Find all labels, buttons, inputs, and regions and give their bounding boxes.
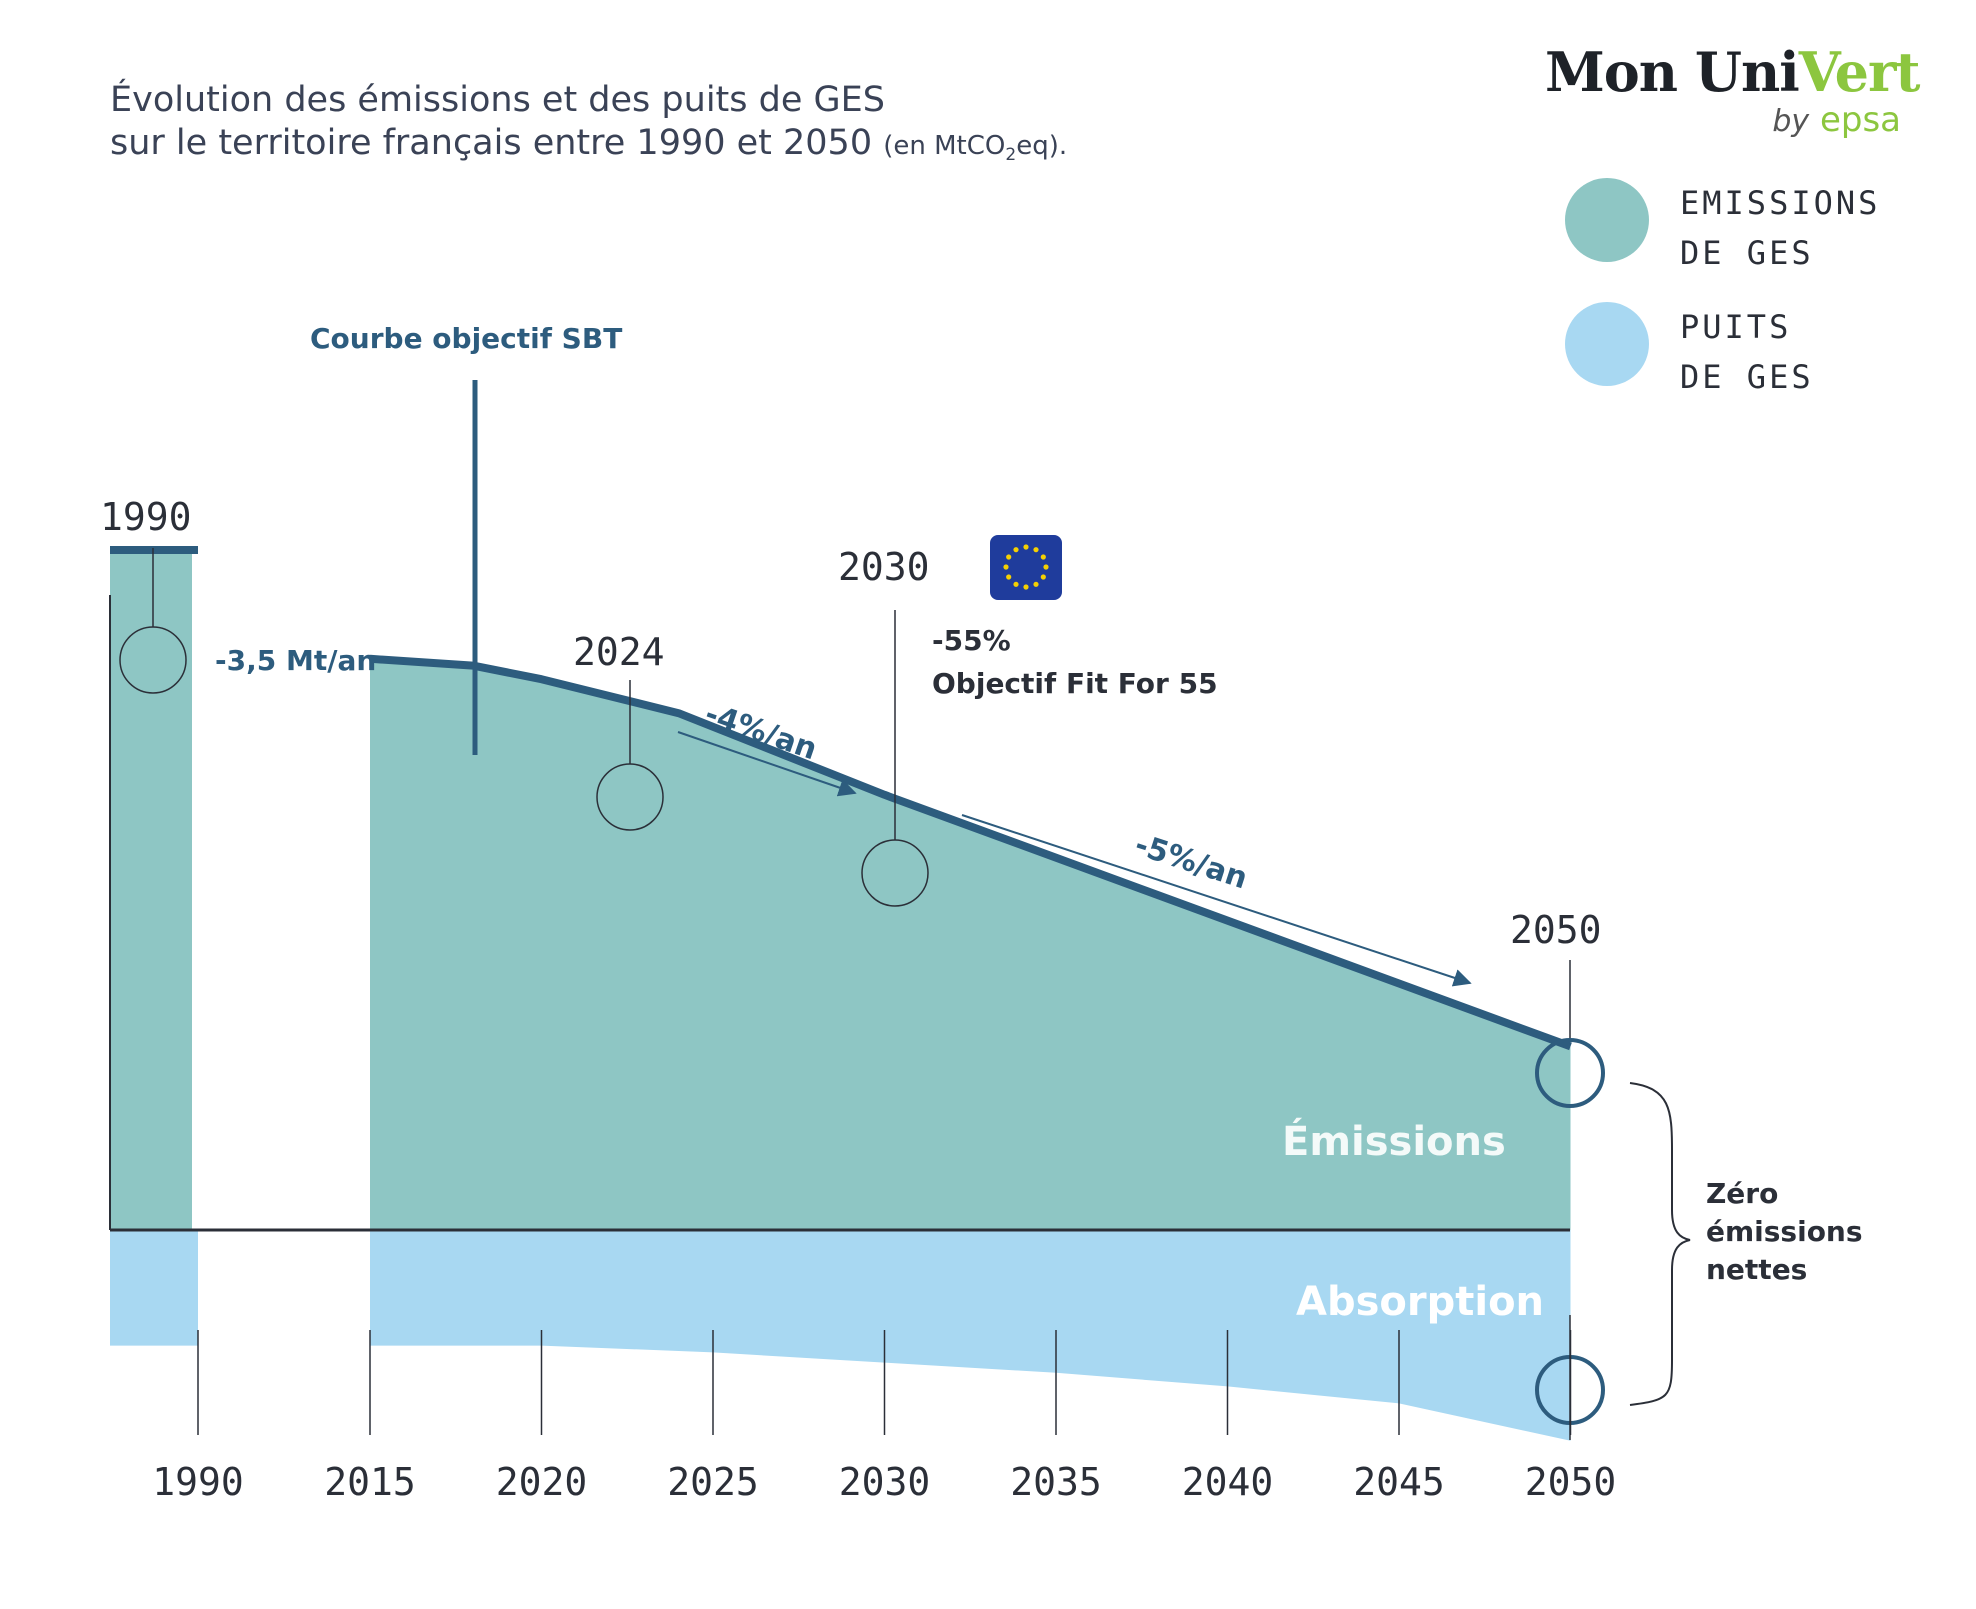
brand-name: Mon UniVert [1545,40,1921,104]
eu-star [1023,544,1029,550]
marker-1990-label: 1990 [100,495,192,539]
marker-2024-label: 2024 [573,630,665,674]
eu-flag-background [990,535,1062,600]
brand-name-green: Vert [1798,40,1921,104]
eu-star [1040,554,1046,560]
eu-flag-icon [990,535,1062,600]
legend-sinks-line2: DE GES [1680,358,1814,396]
marker-2050-emissions-circle [1535,1038,1605,1108]
x-tick-label-2040: 2040 [1182,1460,1274,1504]
net-zero-brace [1629,1082,1691,1406]
brand-by: by [1772,104,1810,139]
chart-title-line-1: Évolution des émissions et des puits de … [110,80,885,120]
x-axis-ticks: 1990 2015 2020 2025 2030 2035 2040 2045 2050 [152,1330,1616,1504]
marker-2024-circle [596,763,664,831]
marker-1990-circle [119,626,187,694]
unit-open: (en MtCO [883,131,1006,161]
net-zero-line1: Zéro [1706,1177,1778,1210]
brand-epsa: epsa [1819,100,1901,140]
chart-title-unit: (en MtCO2eq). [883,131,1068,165]
eu-star [1006,554,1012,560]
x-tick-label-2030: 2030 [839,1460,931,1504]
marker-1990: 1990 [100,495,192,694]
absorption-area-label: Absorption [1296,1279,1544,1325]
eu-star [1033,581,1039,587]
net-zero-line3: nettes [1706,1253,1807,1286]
legend-emissions-line1: EMISSIONS [1680,184,1881,222]
eu-flag-stars [1003,544,1049,590]
marker-2030-label: 2030 [838,545,930,589]
x-tick-label-2020: 2020 [496,1460,588,1504]
eu-star [1003,564,1009,570]
eu-star [1043,564,1049,570]
sbt-curve [369,654,1572,1051]
emissions-area [370,658,1571,1230]
brand-name-dark: Mon Uni [1545,40,1800,104]
arrow-rate-2024-2030 [677,731,857,797]
eu-star [1033,547,1039,553]
target-2030-pct: -55% [932,624,1011,657]
legend-swatch-emissions [1565,178,1649,262]
eu-star [1006,574,1012,580]
x-tick-label-2025: 2025 [667,1460,759,1504]
unit-subscript: 2 [1005,145,1017,166]
sinks-area [370,1230,1571,1441]
emissions-bar-1990 [110,550,192,1230]
legend-label-emissions: EMISSIONS DE GES [1680,178,1880,278]
sinks-bar-1990 [110,1230,198,1346]
chart-title-line-2: sur le territoire français entre 1990 et… [110,123,1067,165]
emissions-area-label: Émissions [1282,1117,1506,1165]
x-tick-label-2015: 2015 [324,1460,416,1504]
eu-star [1040,574,1046,580]
legend-swatch-sinks [1565,302,1649,386]
sbt-curve-label: Courbe objectif SBT [310,322,622,355]
x-tick-label-1990: 1990 [152,1460,244,1504]
marker-2030: 2030 [838,545,930,907]
eu-star [1013,581,1019,587]
x-tick-label-2050: 2050 [1525,1460,1617,1504]
eu-star [1013,547,1019,553]
marker-2024: 2024 [573,630,665,831]
net-zero-line2: émissions [1706,1215,1863,1248]
brand-subline: by epsa [1772,100,1901,140]
arrow-rate-2030-2050 [961,814,1472,987]
x-tick-label-2035: 2035 [1010,1460,1102,1504]
chart-title-text: sur le territoire français entre 1990 et… [110,123,873,163]
eu-star [1023,584,1029,590]
target-2030-label: Objectif Fit For 55 [932,667,1218,700]
unit-close: eq). [1016,131,1068,161]
x-tick-label-2045: 2045 [1353,1460,1445,1504]
rate-1990-label: -3,5 Mt/an [215,644,376,677]
marker-2050-label: 2050 [1510,908,1602,952]
marker-2030-circle [861,839,929,907]
rate-2030-2050-label: -5%/an [1131,827,1252,896]
legend-label-sinks: PUITS DE GES [1680,302,1814,402]
legend-sinks-line1: PUITS [1680,308,1792,346]
legend-emissions-line2: DE GES [1680,234,1814,272]
brand-logo: Mon UniVert by epsa [1545,40,1925,150]
